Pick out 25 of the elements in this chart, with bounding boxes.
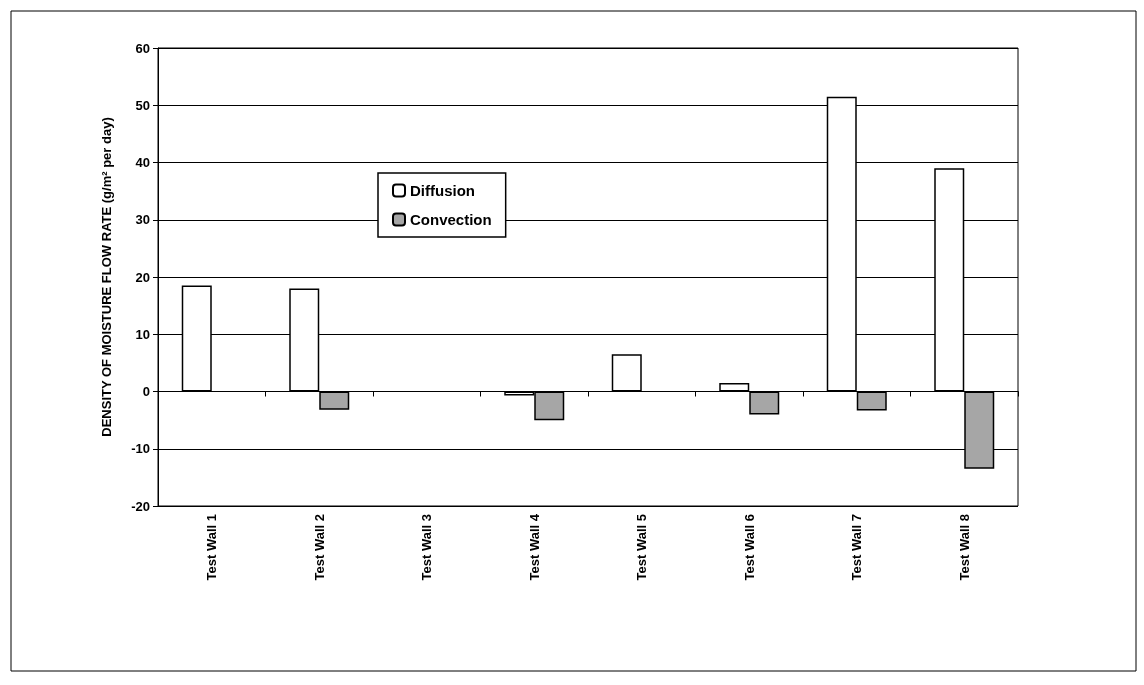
x-tick-label: Test Wall 5 <box>634 514 650 581</box>
y-tick-label: 0 <box>142 384 150 399</box>
x-tick-label: Test Wall 3 <box>419 514 435 581</box>
y-axis-title: DENSITY OF MOISTURE FLOW RATE (g/m² per day) <box>99 117 114 437</box>
bar <box>856 391 887 411</box>
y-tick-label: 40 <box>135 155 150 170</box>
y-tick-label: -20 <box>131 498 150 514</box>
bar <box>319 391 350 410</box>
legend-label: Diffusion <box>410 182 475 199</box>
x-tick-label: Test Wall 2 <box>311 514 327 581</box>
y-tick-label: -10 <box>131 441 150 457</box>
x-tick-label: Test Wall 6 <box>741 514 757 581</box>
y-tick-label: 10 <box>135 326 150 342</box>
x-tick-label: Test Wall 1 <box>204 514 220 581</box>
legend-label: Convection <box>410 211 492 228</box>
bar <box>611 354 642 392</box>
x-tick-label: Test Wall 4 <box>526 513 542 581</box>
x-tick-label: Test Wall 8 <box>956 514 972 581</box>
bar <box>749 391 780 415</box>
y-tick-label: 20 <box>135 269 150 285</box>
y-tick-label: 60 <box>135 40 150 56</box>
bar <box>719 382 750 392</box>
y-tick-label: 30 <box>135 212 150 228</box>
y-tick-label: 50 <box>135 97 150 113</box>
x-tick-label: Test Wall 7 <box>849 514 865 581</box>
